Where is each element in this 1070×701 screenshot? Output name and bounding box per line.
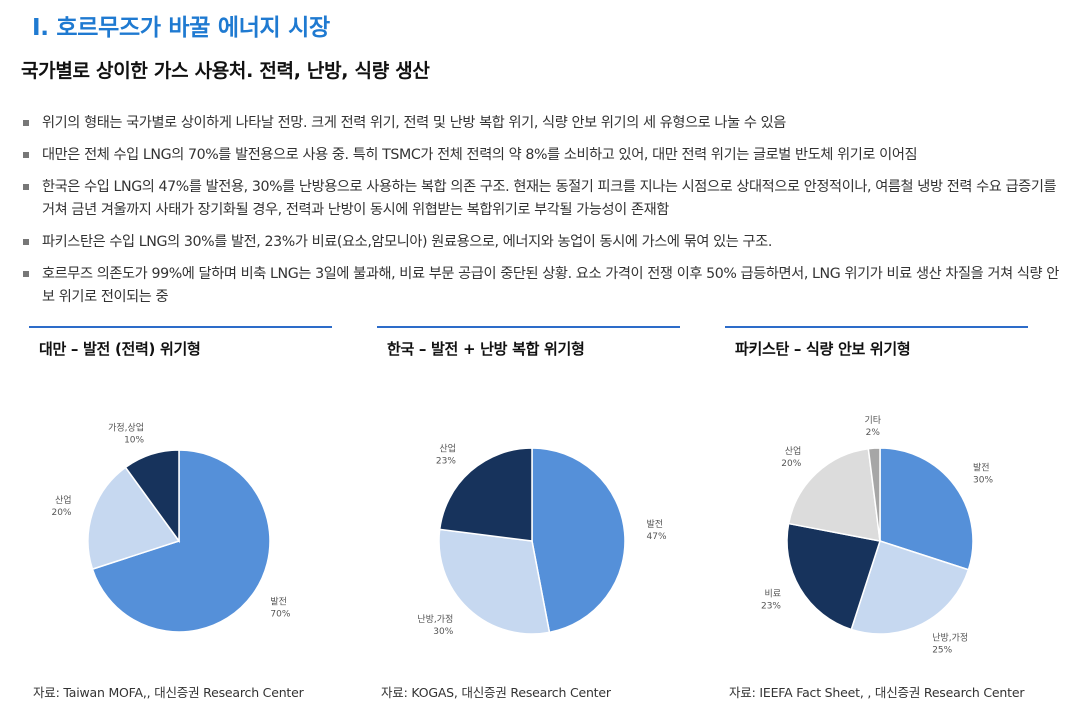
bullet-item: 대만은 전체 수입 LNG의 70%를 발전용으로 사용 중. 특히 TSMC가… (21, 144, 1061, 167)
pie-slice-1 (87, 466, 181, 571)
pie-slice-value: 20% (781, 459, 801, 469)
bullet-square-icon (23, 120, 29, 126)
pie-slice-label: 난방,가정 (417, 614, 453, 625)
pie-slice-label: 난방,가정 (932, 633, 968, 644)
pie-slice-label: 산업 (785, 446, 802, 457)
chart-source: 자료: KOGAS, 대신증권 Research Center (381, 685, 611, 700)
pie-slice-label: 비료 (764, 589, 781, 600)
pie-slice-value: 2% (866, 428, 881, 438)
page-subtitle: 국가별로 상이한 가스 사용처. 전력, 난방, 식량 생산 (21, 60, 430, 82)
chart-source: 자료: IEEFA Fact Sheet, , 대신증권 Research Ce… (729, 685, 1025, 700)
bullet-item: 파키스탄은 수입 LNG의 30%를 발전, 23%가 비료(요소,암모니아) … (21, 231, 1061, 254)
pie-slice-1 (438, 528, 551, 635)
pie-slice-value: 70% (270, 609, 290, 619)
pie-slice-label: 가정,상업 (108, 423, 144, 434)
pie-slice-0 (91, 449, 271, 633)
chart-source: 자료: Taiwan MOFA,, 대신증권 Research Center (33, 685, 304, 700)
pie-slice-4 (867, 447, 881, 542)
bullet-text: 호르무즈 의존도가 99%에 달하며 비축 LNG는 3일에 불과해, 비료 부… (42, 266, 1059, 305)
chart-panel-taiwan: 대만 – 발전 (전력) 위기형 발전 70% 산업 20% 가정,상업 10% 자료: … (29, 326, 332, 700)
chart-title: 파키스탄 – 식량 안보 위기형 (735, 340, 911, 358)
pie-slice-label: 발전 (270, 596, 287, 607)
pie-chart-korea: 발전 47% 난방,가정 30% 산업 23% (417, 444, 667, 637)
pie-slice-3 (787, 447, 881, 542)
pie-slice-value: 30% (433, 627, 453, 637)
panel-divider (29, 326, 332, 328)
pie-slice-2 (438, 447, 533, 542)
bullet-square-icon (23, 152, 29, 158)
bullet-square-icon (23, 271, 29, 277)
pie-slice-0 (531, 447, 626, 634)
bullet-item: 한국은 수입 LNG의 47%를 발전용, 30%를 난방용으로 사용하는 복합… (21, 176, 1061, 222)
bullet-square-icon (23, 184, 29, 190)
bullet-text: 위기의 형태는 국가별로 상이하게 나타날 전망. 크게 전력 위기, 전력 및… (42, 115, 786, 131)
pie-slice-value: 25% (932, 646, 952, 656)
pie-slice-label: 기타 (865, 415, 882, 426)
bullet-text: 한국은 수입 LNG의 47%를 발전용, 30%를 난방용으로 사용하는 복합… (42, 179, 1057, 218)
pie-slice-label: 발전 (647, 519, 664, 530)
bullet-text: 파키스탄은 수입 LNG의 30%를 발전, 23%가 비료(요소,암모니아) … (42, 234, 772, 250)
bullet-list: 위기의 형태는 국가별로 상이하게 나타날 전망. 크게 전력 위기, 전력 및… (21, 112, 1061, 318)
pie-slice-value: 23% (761, 602, 781, 612)
chart-title: 한국 – 발전 + 난방 복합 위기형 (387, 340, 585, 358)
chart-panel-korea: 한국 – 발전 + 난방 복합 위기형 발전 47% 난방,가정 30% 산업 23% 자… (377, 326, 680, 700)
bullet-text: 대만은 전체 수입 LNG의 70%를 발전용으로 사용 중. 특히 TSMC가… (42, 147, 918, 163)
panel-divider (725, 326, 1028, 328)
pie-chart-pakistan: 발전 30% 난방,가정 25% 비료 23% 산업 20% 기타 2% (761, 415, 993, 656)
pie-slice-1 (850, 540, 970, 635)
pie-slice-label: 산업 (439, 444, 456, 455)
pie-slice-0 (879, 447, 974, 571)
pie-slice-value: 30% (973, 475, 993, 485)
bullet-item: 호르무즈 의존도가 99%에 달하며 비축 LNG는 3일에 불과해, 비료 부… (21, 263, 1061, 309)
pie-slice-value: 10% (124, 436, 144, 446)
bullet-item: 위기의 형태는 국가별로 상이하게 나타날 전망. 크게 전력 위기, 전력 및… (21, 112, 1061, 135)
bullet-square-icon (23, 239, 29, 245)
section-title: Ⅰ. 호르무즈가 바꿀 에너지 시장 (32, 15, 330, 41)
pie-slice-value: 20% (51, 508, 71, 518)
pie-slice-value: 23% (436, 457, 456, 467)
pie-slice-value: 47% (647, 532, 667, 542)
pie-chart-taiwan: 발전 70% 산업 20% 가정,상업 10% (51, 423, 291, 633)
pie-slice-2 (124, 449, 180, 544)
pie-slice-2 (786, 522, 881, 631)
chart-panel-pakistan: 파키스탄 – 식량 안보 위기형 발전 30% 난방,가정 25% 비료 23% 산업 20%… (725, 326, 1028, 700)
chart-title: 대만 – 발전 (전력) 위기형 (39, 340, 201, 358)
pie-slice-label: 발전 (973, 462, 990, 473)
pie-slice-label: 산업 (55, 495, 72, 506)
panel-divider (377, 326, 680, 328)
